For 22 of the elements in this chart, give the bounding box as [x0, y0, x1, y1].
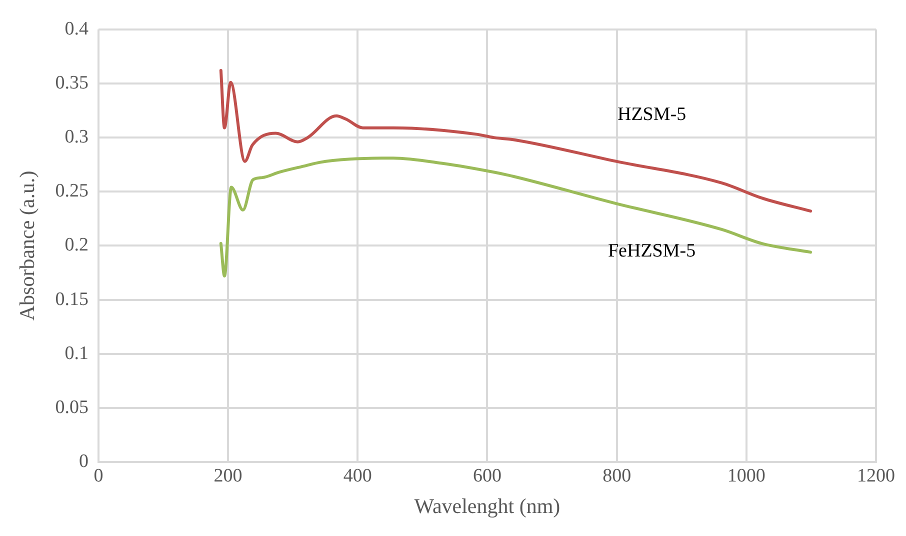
- x-tick-label: 400: [343, 465, 372, 486]
- y-tick-label: 0: [78, 450, 88, 472]
- y-tick-label: 0.3: [64, 126, 88, 148]
- series-label: HZSM-5: [617, 104, 686, 125]
- x-tick-label: 200: [214, 465, 242, 486]
- y-axis-title: Absorbance (a.u.): [15, 170, 40, 321]
- x-tick-label: 0: [94, 465, 104, 486]
- x-tick-label: 600: [472, 465, 502, 486]
- y-tick-label: 0.35: [55, 72, 88, 94]
- y-tick-label: 0.25: [55, 180, 88, 202]
- y-tick-label: 0.2: [64, 234, 88, 256]
- y-tick-label: 0.05: [55, 396, 88, 418]
- line-series: [219, 68, 812, 213]
- x-tick-label: 1000: [727, 465, 766, 486]
- y-tick-label: 0.15: [55, 288, 88, 310]
- series-label: FeHZSM-5: [608, 240, 696, 262]
- line-series: [219, 156, 812, 278]
- x-axis-title: Wavelenght (nm): [414, 494, 560, 518]
- x-tick-label: 1200: [857, 465, 895, 486]
- x-tick-label: 800: [602, 465, 632, 486]
- y-tick-label: 0.4: [64, 18, 89, 40]
- y-tick-label: 0.1: [64, 342, 88, 364]
